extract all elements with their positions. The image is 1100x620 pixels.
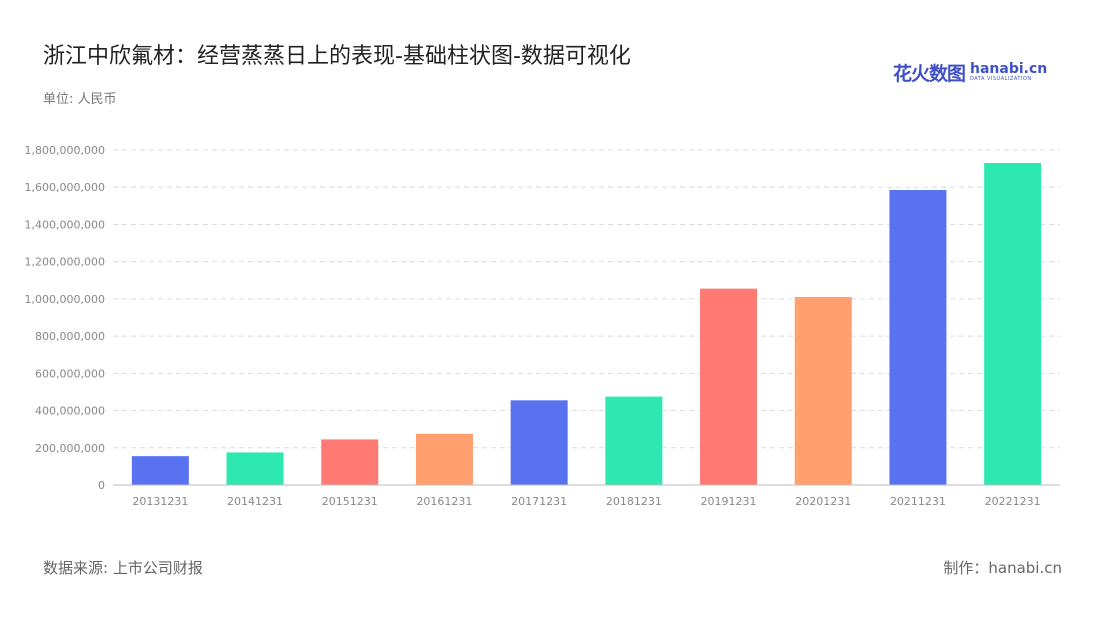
y-tick-label: 1,000,000,000 <box>25 293 105 306</box>
credit-label: 制作：hanabi.cn <box>943 559 1062 577</box>
data-source: 数据来源: 上市公司财报 <box>43 559 203 577</box>
logo-subtext: DATA VISUALIZATION <box>970 75 1032 82</box>
bar <box>510 400 568 485</box>
logo-text-cn: 花火数图 <box>893 62 966 85</box>
y-tick-label: 1,400,000,000 <box>25 218 105 231</box>
x-tick-label: 20171231 <box>511 495 567 508</box>
bar <box>794 297 852 485</box>
bars <box>131 163 1042 485</box>
y-tick-label: 200,000,000 <box>35 442 105 455</box>
unit-label: 单位: 人民币 <box>43 92 117 107</box>
logo-text-en: hanabi.cn <box>970 60 1048 77</box>
y-axis: 0 200,000,000 400,000,000 600,000,000 800,00… <box>25 144 105 492</box>
hanabi-logo: 花火数图 hanabi.cn DATA VISUALIZATION <box>893 58 1047 86</box>
x-tick-label: 20211231 <box>890 495 946 508</box>
x-tick-label: 20141231 <box>227 495 283 508</box>
bar <box>321 439 379 485</box>
x-tick-label: 20131231 <box>132 495 188 508</box>
x-tick-label: 20151231 <box>322 495 378 508</box>
bar <box>131 456 189 485</box>
chart-title: 浙江中欣氟材：经营蒸蒸日上的表现-基础柱状图-数据可视化 <box>43 44 631 69</box>
x-axis: 20131231 20141231 20151231 20161231 20171231… <box>113 484 1060 508</box>
logo-en-block: hanabi.cn DATA VISUALIZATION <box>970 62 1047 83</box>
y-tick-label: 1,200,000,000 <box>25 256 105 269</box>
y-tick-label: 400,000,000 <box>35 405 105 418</box>
bar <box>984 163 1042 485</box>
y-tick-label: 800,000,000 <box>35 330 105 343</box>
x-tick-label: 20181231 <box>606 495 662 508</box>
x-tick-label: 20191231 <box>701 495 757 508</box>
x-tick-label: 20201231 <box>795 495 851 508</box>
bar <box>415 433 473 485</box>
x-tick-label: 20221231 <box>985 495 1041 508</box>
grid-lines <box>113 149 1060 449</box>
bar <box>889 190 947 485</box>
x-tick-label: 20161231 <box>416 495 472 508</box>
y-tick-label: 0 <box>98 479 105 492</box>
y-tick-label: 600,000,000 <box>35 367 105 380</box>
y-tick-label: 1,800,000,000 <box>25 144 105 157</box>
bar <box>605 396 663 485</box>
bar <box>700 288 758 485</box>
bar <box>226 452 284 485</box>
y-tick-label: 1,600,000,000 <box>25 181 105 194</box>
